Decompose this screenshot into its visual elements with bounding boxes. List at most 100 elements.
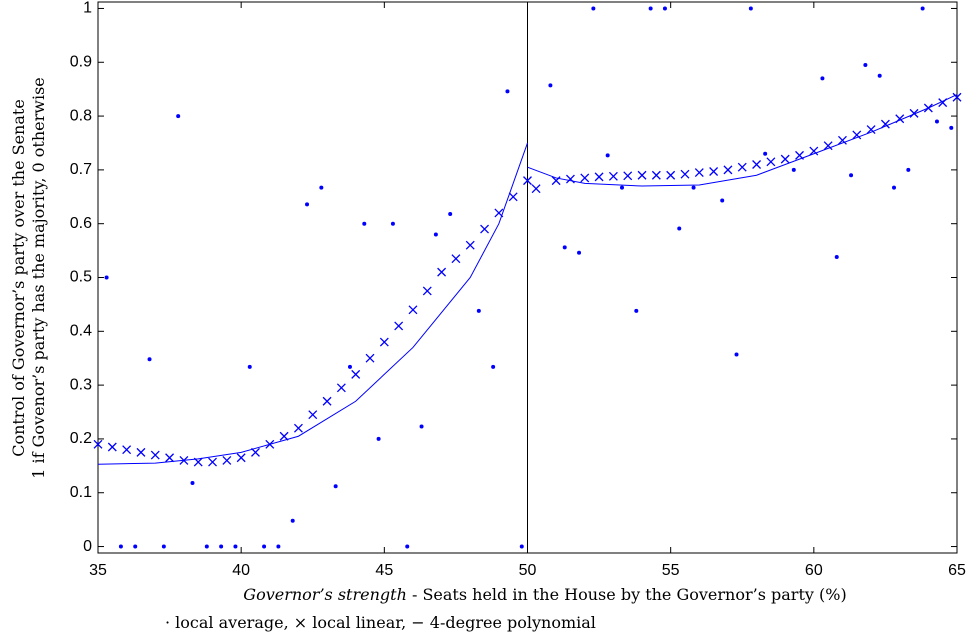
linear-point xyxy=(222,455,232,465)
average-point xyxy=(920,6,925,11)
linear-point xyxy=(394,321,404,331)
y-tick-label: 0.6 xyxy=(70,215,92,232)
y-label-line: 1 if Govenor’s party has the majority, 0… xyxy=(29,77,48,479)
linear-point xyxy=(251,447,260,457)
average-point xyxy=(376,436,381,441)
average-point xyxy=(262,544,267,549)
y-tick-label: 0.5 xyxy=(70,269,92,286)
average-point xyxy=(634,308,639,313)
average-point xyxy=(190,481,195,486)
average-point xyxy=(734,352,739,357)
average-point xyxy=(476,308,481,313)
average-point xyxy=(763,151,768,156)
polynomial-line xyxy=(527,94,958,187)
linear-point xyxy=(508,192,518,202)
average-point xyxy=(949,125,954,130)
average-point xyxy=(448,212,453,217)
average-point xyxy=(619,185,624,190)
average-point xyxy=(276,544,281,549)
average-point xyxy=(147,357,152,362)
linear-point xyxy=(852,130,862,140)
linear-point xyxy=(336,383,346,393)
average-point xyxy=(748,6,753,11)
average-point xyxy=(548,83,553,88)
linear-point xyxy=(637,170,647,180)
linear-point xyxy=(150,450,160,460)
linear-point xyxy=(780,154,790,164)
average-point xyxy=(290,518,295,523)
average-point xyxy=(505,89,510,94)
linear-point xyxy=(623,171,633,181)
linear-point xyxy=(952,92,962,102)
linear-point xyxy=(766,157,776,167)
linear-point xyxy=(165,453,175,463)
linear-point xyxy=(909,108,919,118)
average-point xyxy=(820,76,825,81)
linear-point xyxy=(122,445,132,455)
average-point xyxy=(720,198,725,203)
x-axis-label: Governor’s strength - Seats held in the … xyxy=(243,585,846,604)
average-point xyxy=(662,6,667,11)
average-point xyxy=(219,544,224,549)
y-tick-label: 0.1 xyxy=(70,484,92,501)
x-tick-label: 50 xyxy=(519,562,537,579)
average-point xyxy=(433,232,438,237)
linear-point xyxy=(651,170,661,180)
linear-point xyxy=(379,337,389,347)
average-point xyxy=(877,73,882,78)
y-tick-label: 0.3 xyxy=(70,376,92,393)
linear-point xyxy=(866,125,876,134)
average-point xyxy=(791,167,796,172)
average-point xyxy=(333,484,338,489)
polynomial-line xyxy=(97,142,528,465)
average-point xyxy=(405,544,410,549)
y-tick-label: 0.9 xyxy=(70,53,92,70)
average-point xyxy=(591,6,596,11)
average-point xyxy=(419,424,424,429)
average-point xyxy=(892,185,897,190)
average-point xyxy=(118,544,123,549)
linear-point xyxy=(823,141,833,151)
linear-point xyxy=(809,146,819,156)
average-point xyxy=(691,185,696,190)
average-point xyxy=(176,114,181,119)
linear-point xyxy=(709,167,719,176)
linear-point xyxy=(694,168,704,178)
y-tick-label: 0.2 xyxy=(70,430,92,447)
linear-point xyxy=(565,174,575,184)
x-label-emphasis: Governor’s strength xyxy=(243,585,407,604)
x-tick-label: 60 xyxy=(805,562,823,579)
linear-point xyxy=(531,184,541,194)
linear-point xyxy=(465,240,475,250)
average-point xyxy=(562,245,567,250)
average-point xyxy=(233,544,238,549)
y-tick-label: 0.7 xyxy=(70,161,92,178)
linear-point xyxy=(422,286,432,296)
linear-point xyxy=(451,254,461,264)
average-point xyxy=(577,250,582,255)
linear-point xyxy=(293,423,303,433)
linear-point xyxy=(208,457,217,467)
x-tick-label: 55 xyxy=(662,562,680,579)
average-point xyxy=(319,185,324,190)
average-point xyxy=(104,275,109,280)
average-point xyxy=(133,544,138,549)
linear-point xyxy=(351,369,361,379)
average-point xyxy=(849,173,854,178)
y-tick-label: 0.8 xyxy=(70,107,92,124)
linear-point xyxy=(838,135,847,145)
y-tick-label: 0.4 xyxy=(70,323,92,340)
x-tick-label: 40 xyxy=(232,562,250,579)
x-label-rest: - Seats held in the House by the Governo… xyxy=(407,585,847,604)
linear-point xyxy=(580,173,590,183)
linear-point xyxy=(107,442,117,452)
linear-point xyxy=(737,162,747,172)
average-point xyxy=(906,167,911,172)
linear-point xyxy=(322,396,332,406)
average-point xyxy=(648,6,653,11)
linear-point xyxy=(236,453,246,463)
linear-point xyxy=(666,170,676,180)
average-point xyxy=(605,153,610,158)
average-point xyxy=(863,62,868,67)
